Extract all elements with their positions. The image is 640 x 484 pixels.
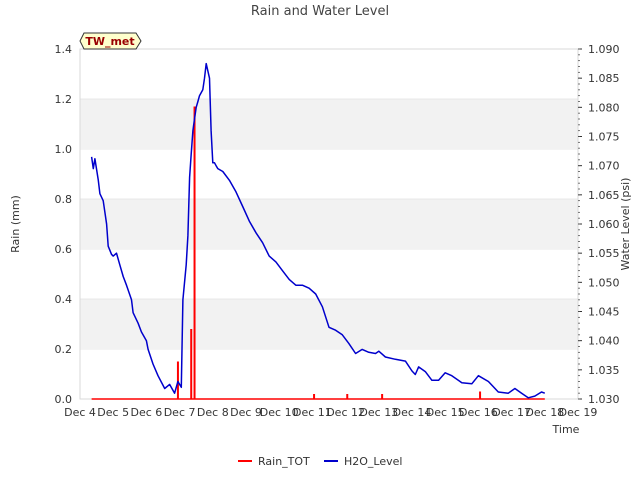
x-tick-label: Dec 16: [459, 406, 498, 419]
right-tick-label: 1.085: [588, 72, 620, 85]
x-tick-label: Dec 13: [359, 406, 398, 419]
chart-title: Rain and Water Level: [251, 4, 389, 19]
x-tick-label: Dec 14: [393, 406, 432, 419]
x-tick-label: Dec 18: [525, 406, 564, 419]
x-tick-label: Dec 15: [426, 406, 465, 419]
grid-band: [80, 299, 578, 349]
grid-bands: [80, 48, 578, 350]
legend-label-h2o: H2O_Level: [344, 455, 402, 468]
left-tick-label: 0.2: [55, 343, 73, 356]
left-tick-label: 1.2: [55, 93, 73, 106]
legend-label-rain: Rain_TOT: [258, 455, 310, 468]
h2o-level-line: [90, 62, 546, 399]
right-tick-label: 1.080: [588, 101, 620, 114]
x-axis-label: Time: [552, 423, 580, 436]
left-tick-label: 1.4: [55, 43, 73, 56]
x-tick-label: Dec 7: [164, 406, 196, 419]
right-axis-ticks: 1.030 1.035 1.040 1.045 1.050 1.055 1.060 1.065…: [578, 43, 620, 406]
left-axis-ticks: 0.0 0.2 0.4 0.6 0.8 1.0 1.2 1.4: [55, 43, 73, 406]
legend: Rain_TOT H2O_Level: [238, 455, 402, 468]
x-tick-label: Dec 6: [131, 406, 163, 419]
right-tick-label: 1.030: [588, 393, 620, 406]
station-badge: TW_met: [79, 32, 142, 50]
right-tick-label: 1.060: [588, 218, 620, 231]
x-tick-label: Dec 12: [326, 406, 365, 419]
right-tick-label: 1.075: [588, 131, 620, 144]
rain-series-layer: [91, 106, 545, 400]
left-tick-label: 1.0: [55, 143, 73, 156]
right-tick-label: 1.035: [588, 364, 620, 377]
x-tick-label: Dec 8: [197, 406, 229, 419]
right-tick-label: 1.070: [588, 160, 620, 173]
right-tick-label: 1.050: [588, 276, 620, 289]
left-tick-label: 0.6: [55, 243, 73, 256]
right-tick-label: 1.090: [588, 43, 620, 56]
left-axis-label: Rain (mm): [9, 195, 22, 253]
h2o-series-layer: [90, 62, 546, 399]
x-tick-label: Dec 5: [97, 406, 129, 419]
right-tick-label: 1.045: [588, 306, 620, 319]
right-tick-label: 1.040: [588, 335, 620, 348]
badge-label: TW_met: [85, 35, 134, 48]
badge-background: [79, 32, 142, 50]
grid-band: [80, 199, 578, 249]
left-tick-label: 0.0: [55, 393, 73, 406]
x-tick-label: Dec 19: [559, 406, 598, 419]
right-tick-label: 1.055: [588, 247, 620, 260]
x-tick-label: Dec 10: [260, 406, 299, 419]
x-tick-label: Dec 4: [64, 406, 96, 419]
left-tick-label: 0.8: [55, 193, 73, 206]
x-tick-label: Dec 17: [492, 406, 531, 419]
grid-band: [80, 99, 578, 149]
left-tick-label: 0.4: [55, 293, 73, 306]
right-tick-label: 1.065: [588, 189, 620, 202]
right-axis-label: Water Level (psi): [619, 178, 632, 271]
x-tick-label: Dec 11: [293, 406, 332, 419]
x-tick-label: Dec 9: [230, 406, 262, 419]
